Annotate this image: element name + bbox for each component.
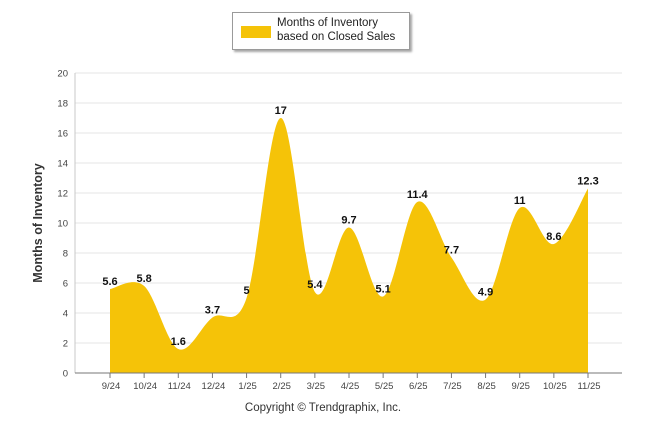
data-label: 11.4 — [407, 189, 429, 201]
data-label: 12.3 — [577, 176, 598, 188]
x-tick-label: 10/24 — [133, 381, 157, 392]
data-labels: 5.6 5.8 1.6 3.7 5 17 5.4 9.7 5.1 11.4 7.7 4.9 11 8.6 1… — [102, 105, 598, 348]
y-tick-label: 8 — [63, 249, 68, 260]
series-area-path — [110, 117, 588, 373]
x-tick-label: 3/25 — [307, 381, 326, 392]
data-label: 5.1 — [375, 284, 390, 296]
copyright-text: Copyright © Trendgraphix, Inc. — [244, 402, 402, 414]
y-tick-label: 10 — [57, 219, 68, 230]
y-tick-label: 0 — [63, 369, 68, 380]
y-tick-label: 4 — [63, 309, 68, 320]
y-tick-label: 12 — [57, 189, 68, 200]
x-tick-label: 10/25 — [543, 381, 567, 392]
legend-label: Months of Inventory based on Closed Sale… — [277, 17, 396, 43]
y-tick-label: 2 — [63, 339, 68, 350]
x-tick-label: 7/25 — [443, 381, 462, 392]
axes: 0 2 4 6 8 10 12 14 16 18 20 9/24 10/24 11/24 12/24 1/25… — [57, 69, 622, 392]
data-label: 4.9 — [478, 287, 493, 299]
data-label: 11 — [514, 195, 526, 207]
x-tick-label: 8/25 — [477, 381, 496, 392]
x-tick-label: 2/25 — [272, 381, 291, 392]
data-label: 1.6 — [171, 336, 186, 348]
x-tick-label: 9/25 — [511, 381, 530, 392]
y-axis-title: Months of Inventory — [31, 163, 45, 282]
x-tick-label: 5/25 — [375, 381, 394, 392]
x-tick-label: 1/25 — [238, 381, 257, 392]
data-label: 8.6 — [546, 231, 561, 243]
y-tick-label: 16 — [57, 129, 68, 140]
x-tick-label: 9/24 — [102, 381, 121, 392]
legend: Months of Inventory based on Closed Sale… — [232, 12, 410, 50]
data-label: 17 — [275, 105, 287, 117]
data-label: 5.6 — [102, 276, 117, 288]
data-label: 7.7 — [444, 245, 459, 257]
x-tick-label: 12/24 — [202, 381, 226, 392]
data-label: 5 — [244, 285, 250, 297]
legend-swatch — [241, 26, 271, 38]
y-tick-label: 18 — [57, 99, 68, 110]
data-label: 5.4 — [307, 279, 323, 291]
series-area — [110, 117, 588, 373]
data-label: 5.8 — [136, 273, 151, 285]
y-tick-label: 6 — [63, 279, 68, 290]
x-tick-label: 11/24 — [168, 381, 191, 392]
y-tick-label: 20 — [57, 69, 68, 80]
y-tick-label: 14 — [57, 159, 68, 170]
data-label: 3.7 — [205, 305, 220, 317]
x-tick-label: 4/25 — [341, 381, 360, 392]
data-label: 9.7 — [341, 215, 356, 227]
x-tick-label: 11/25 — [577, 381, 600, 392]
x-tick-label: 6/25 — [409, 381, 428, 392]
